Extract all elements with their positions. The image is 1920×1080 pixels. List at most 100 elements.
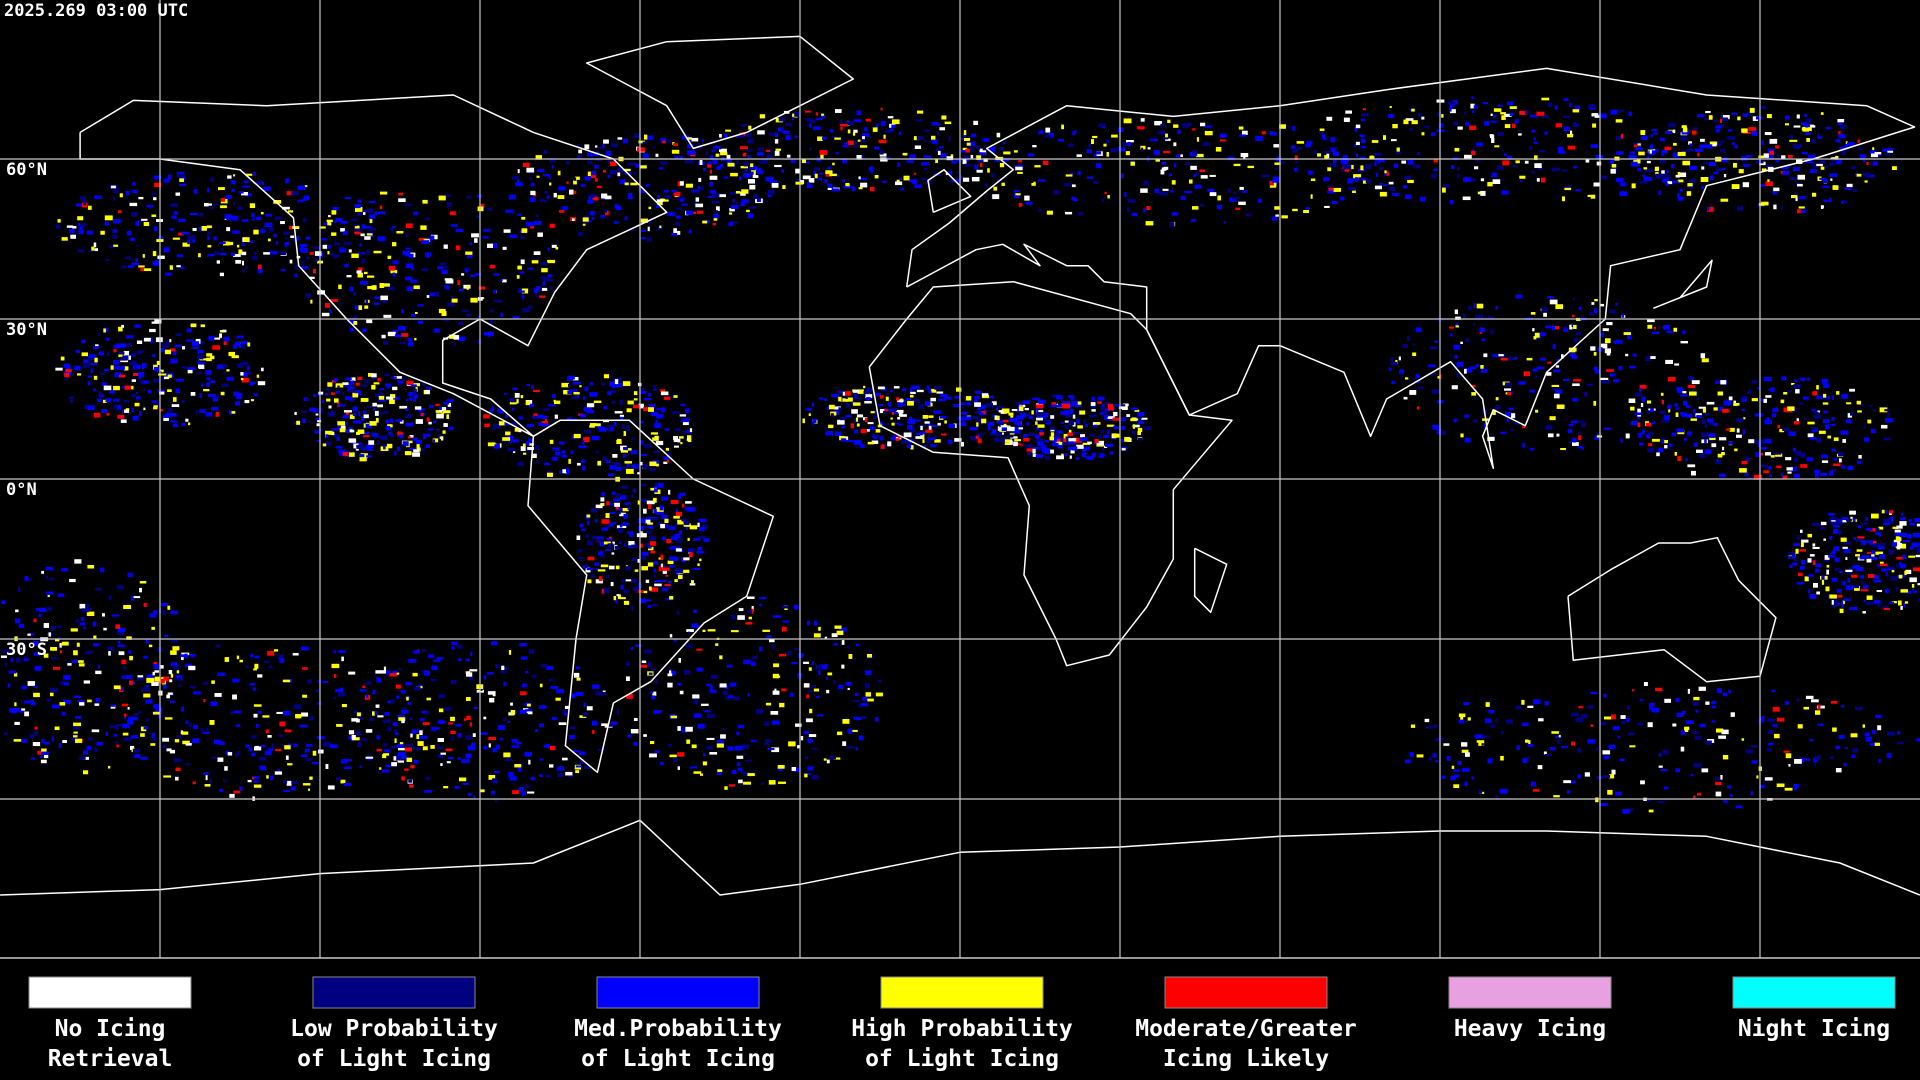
cloud-pixel bbox=[207, 235, 210, 241]
cloud-pixel bbox=[801, 159, 807, 163]
cloud-pixel bbox=[210, 701, 218, 706]
cloud-pixel bbox=[749, 184, 756, 190]
cloud-pixel bbox=[438, 406, 442, 410]
cloud-pixel bbox=[593, 400, 602, 404]
cloud-pixel bbox=[1292, 149, 1298, 153]
cloud-pixel bbox=[746, 596, 755, 599]
cloud-pixel bbox=[1184, 190, 1193, 194]
cloud-pixel bbox=[409, 447, 416, 451]
cloud-pixel bbox=[1217, 195, 1222, 201]
cloud-pixel bbox=[1659, 159, 1667, 163]
cloud-pixel bbox=[520, 691, 527, 696]
cloud-pixel bbox=[0, 655, 7, 659]
cloud-pixel bbox=[1092, 135, 1098, 139]
cloud-pixel bbox=[268, 227, 274, 232]
cloud-pixel bbox=[473, 706, 478, 709]
cloud-pixel bbox=[852, 729, 858, 732]
cloud-pixel bbox=[469, 669, 478, 672]
cloud-pixel bbox=[805, 756, 808, 760]
cloud-pixel bbox=[1788, 431, 1796, 436]
cloud-pixel bbox=[113, 385, 120, 391]
cloud-pixel bbox=[491, 406, 495, 411]
cloud-pixel bbox=[1881, 424, 1888, 429]
cloud-pixel bbox=[1274, 162, 1281, 165]
cloud-pixel bbox=[591, 216, 595, 221]
cloud-pixel bbox=[425, 711, 430, 715]
cloud-pixel bbox=[153, 610, 157, 615]
cloud-pixel bbox=[1568, 103, 1572, 108]
cloud-pixel bbox=[872, 436, 875, 440]
cloud-pixel bbox=[1687, 464, 1696, 468]
cloud-pixel bbox=[657, 522, 663, 527]
cloud-pixel bbox=[622, 381, 631, 386]
cloud-pixel bbox=[931, 135, 936, 140]
cloud-pixel bbox=[382, 283, 390, 287]
cloud-pixel bbox=[615, 383, 623, 388]
cloud-pixel bbox=[745, 133, 752, 138]
cloud-pixel bbox=[1665, 359, 1673, 365]
cloud-pixel bbox=[527, 447, 535, 451]
cloud-pixel bbox=[458, 321, 464, 325]
cloud-pixel bbox=[1776, 465, 1782, 469]
cloud-pixel bbox=[1751, 380, 1758, 384]
cloud-pixel bbox=[1634, 142, 1640, 145]
cloud-pixel bbox=[1326, 116, 1333, 121]
cloud-pixel bbox=[335, 777, 342, 781]
cloud-pixel bbox=[1057, 139, 1064, 142]
cloud-pixel bbox=[1359, 156, 1366, 160]
cloud-pixel bbox=[803, 730, 809, 735]
cloud-pixel bbox=[688, 229, 692, 234]
cloud-pixel bbox=[1687, 376, 1693, 380]
cloud-pixel bbox=[1341, 164, 1345, 168]
cloud-pixel bbox=[1602, 328, 1609, 332]
cloud-pixel bbox=[620, 495, 627, 500]
cloud-pixel bbox=[379, 283, 385, 288]
cloud-pixel bbox=[253, 704, 262, 707]
cloud-pixel bbox=[312, 761, 319, 765]
cloud-pixel bbox=[132, 415, 139, 421]
cloud-pixel bbox=[1574, 105, 1581, 111]
cloud-pixel bbox=[514, 428, 521, 432]
cloud-pixel bbox=[620, 416, 624, 422]
cloud-pixel bbox=[317, 290, 326, 295]
cloud-pixel bbox=[353, 223, 357, 227]
cloud-pixel bbox=[1409, 127, 1413, 131]
cloud-pixel bbox=[1569, 324, 1573, 330]
cloud-pixel bbox=[555, 697, 561, 701]
cloud-pixel bbox=[530, 225, 535, 229]
cloud-pixel bbox=[143, 655, 148, 659]
cloud-pixel bbox=[759, 646, 763, 652]
cloud-pixel bbox=[430, 745, 435, 749]
cloud-pixel bbox=[436, 746, 443, 750]
cloud-pixel bbox=[1070, 395, 1075, 400]
cloud-pixel bbox=[974, 410, 983, 414]
cloud-pixel bbox=[395, 732, 399, 736]
cloud-pixel bbox=[356, 211, 362, 217]
cloud-pixel bbox=[1661, 153, 1664, 157]
cloud-pixel bbox=[594, 178, 598, 182]
cloud-pixel bbox=[340, 221, 349, 224]
cloud-pixel bbox=[807, 690, 813, 693]
cloud-pixel bbox=[392, 386, 398, 391]
cloud-pixel bbox=[113, 244, 119, 247]
cloud-pixel bbox=[598, 146, 606, 149]
cloud-pixel bbox=[1355, 141, 1360, 146]
cloud-pixel bbox=[665, 598, 672, 601]
cloud-pixel bbox=[352, 406, 358, 412]
cloud-pixel bbox=[1343, 164, 1352, 170]
cloud-pixel bbox=[61, 568, 68, 572]
cloud-pixel bbox=[1037, 424, 1045, 428]
cloud-pixel bbox=[879, 153, 887, 157]
cloud-pixel bbox=[108, 765, 111, 769]
cloud-pixel bbox=[1567, 133, 1574, 138]
cloud-pixel bbox=[1677, 172, 1681, 177]
cloud-pixel bbox=[1810, 426, 1817, 431]
cloud-pixel bbox=[552, 456, 559, 461]
cloud-pixel bbox=[419, 735, 428, 740]
cloud-pixel bbox=[466, 672, 473, 677]
cloud-pixel bbox=[656, 408, 664, 411]
cloud-pixel bbox=[1362, 108, 1366, 111]
cloud-pixel bbox=[210, 355, 215, 360]
cloud-pixel bbox=[74, 365, 81, 371]
cloud-pixel bbox=[392, 722, 398, 727]
